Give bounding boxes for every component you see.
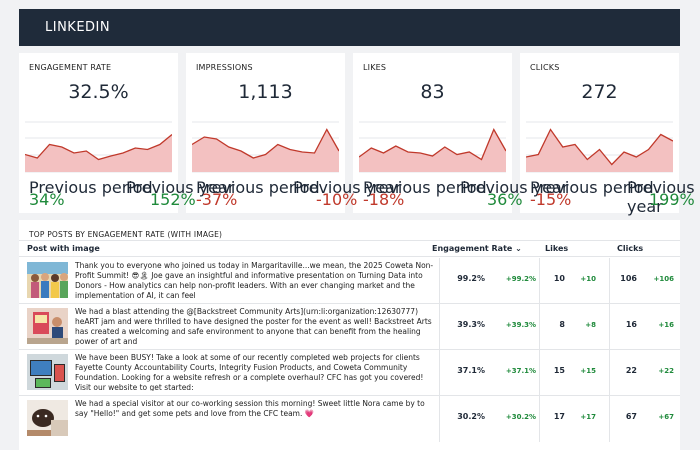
column-header-engagement-rate[interactable]: Engagement Rate ⌄	[432, 244, 522, 253]
metric-card-likes[interactable]: LIKES 83	[353, 53, 512, 213]
previous-period-label: Previous period	[29, 178, 153, 197]
post-thumbnail[interactable]	[27, 354, 68, 390]
sparkline-chart	[25, 121, 172, 173]
table-row[interactable]: We had a blast attending the @[Backstree…	[19, 304, 680, 349]
previous-period-label: Previous period	[530, 178, 654, 197]
column-header-clicks[interactable]: Clicks	[617, 244, 644, 253]
post-text: We had a blast attending the @[Backstree…	[75, 307, 432, 345]
likes-delta: +10	[580, 275, 596, 283]
engagement-rate-delta: +30.2%	[505, 413, 536, 421]
likes-value: 10	[553, 274, 565, 283]
engagement-rate-value: 39.3%	[457, 320, 485, 329]
likes-delta: +15	[580, 367, 596, 375]
sparkline-area	[526, 129, 673, 172]
clicks-delta: +16	[658, 321, 674, 329]
post-thumbnail[interactable]	[27, 308, 68, 344]
previous-year-change: 36%	[487, 190, 523, 209]
sparkline-chart	[192, 121, 339, 173]
table-row[interactable]: We had a special visitor at our co-worki…	[19, 396, 680, 441]
table-title: TOP POSTS BY ENGAGEMENT RATE (WITH IMAGE…	[29, 230, 223, 239]
sparkline-chart	[526, 121, 673, 173]
metric-label: ENGAGEMENT RATE	[29, 63, 112, 72]
page-title: LINKEDIN	[45, 20, 111, 35]
column-header-post: Post with image	[27, 244, 100, 253]
metric-card-engagement-rate[interactable]: ENGAGEMENT RATE 32.5%	[19, 53, 178, 213]
top-posts-table: TOP POSTS BY ENGAGEMENT RATE (WITH IMAGE…	[19, 220, 680, 450]
post-thumbnail[interactable]	[27, 400, 68, 436]
sparkline-area	[359, 129, 506, 172]
sparkline-line	[25, 133, 172, 161]
previous-period-change: -15%	[530, 190, 572, 209]
sparkline-line	[192, 128, 339, 159]
previous-period-label: Previous period	[363, 178, 487, 197]
column-header-label: Engagement Rate	[432, 244, 513, 253]
column-header-likes[interactable]: Likes	[545, 244, 569, 253]
previous-year-label: Previous year	[627, 178, 695, 216]
likes-value: 17	[553, 412, 565, 421]
metric-value: 83	[420, 81, 445, 103]
column-divider	[439, 258, 440, 442]
clicks-value: 22	[625, 366, 637, 375]
engagement-rate-delta: +37.1%	[505, 367, 536, 375]
metric-value: 32.5%	[68, 81, 129, 103]
metric-card-impressions[interactable]: IMPRESSIONS 1,113	[186, 53, 345, 213]
metric-label: LIKES	[363, 63, 387, 72]
clicks-value: 106	[620, 274, 637, 283]
chevron-down-icon: ⌄	[515, 244, 522, 253]
clicks-delta: +106	[653, 275, 674, 283]
divider	[19, 256, 680, 257]
clicks-value: 16	[625, 320, 637, 329]
previous-year-change: 152%	[150, 190, 196, 209]
likes-delta: +17	[580, 413, 596, 421]
column-divider	[609, 258, 610, 442]
header-bar: LINKEDIN	[19, 9, 680, 46]
previous-period-change: -18%	[363, 190, 405, 209]
divider	[19, 240, 680, 241]
divider	[19, 395, 680, 396]
previous-year-change: 199%	[649, 190, 695, 209]
likes-value: 8	[559, 320, 565, 329]
post-text: We had a special visitor at our co-worki…	[75, 399, 425, 418]
metric-label: IMPRESSIONS	[196, 63, 253, 72]
previous-period-label: Previous period	[196, 178, 320, 197]
previous-period-change: -37%	[196, 190, 238, 209]
sparkline-area	[192, 129, 339, 172]
post-text: Thank you to everyone who joined us toda…	[75, 261, 434, 299]
sparkline-chart	[359, 121, 506, 173]
engagement-rate-delta: +39.3%	[505, 321, 536, 329]
engagement-rate-value: 37.1%	[457, 366, 485, 375]
metric-label: CLICKS	[530, 63, 560, 72]
sparkline-line	[359, 128, 506, 161]
sparkline-line	[526, 128, 673, 166]
clicks-value: 67	[625, 412, 637, 421]
previous-year-label: Previous year	[126, 178, 235, 197]
metric-card-clicks[interactable]: CLICKS 272	[520, 53, 679, 213]
divider	[19, 303, 680, 304]
likes-delta: +8	[585, 321, 596, 329]
likes-value: 15	[553, 366, 565, 375]
metric-value: 1,113	[238, 81, 293, 103]
clicks-delta: +67	[658, 413, 674, 421]
table-row[interactable]: Thank you to everyone who joined us toda…	[19, 258, 680, 303]
previous-year-label: Previous year	[460, 178, 569, 197]
sparkline-area	[25, 134, 172, 172]
engagement-rate-value: 99.2%	[457, 274, 485, 283]
previous-year-change: -10%	[316, 190, 358, 209]
previous-year-label: Previous year	[293, 178, 402, 197]
engagement-rate-value: 30.2%	[457, 412, 485, 421]
metric-value: 272	[581, 81, 618, 103]
previous-period-change: 34%	[29, 190, 65, 209]
post-text: We have been BUSY! Take a look at some o…	[75, 353, 424, 391]
divider	[19, 349, 680, 350]
post-thumbnail[interactable]	[27, 262, 68, 298]
table-row[interactable]: We have been BUSY! Take a look at some o…	[19, 350, 680, 395]
column-divider	[539, 258, 540, 442]
engagement-rate-delta: +99.2%	[505, 275, 536, 283]
clicks-delta: +22	[658, 367, 674, 375]
